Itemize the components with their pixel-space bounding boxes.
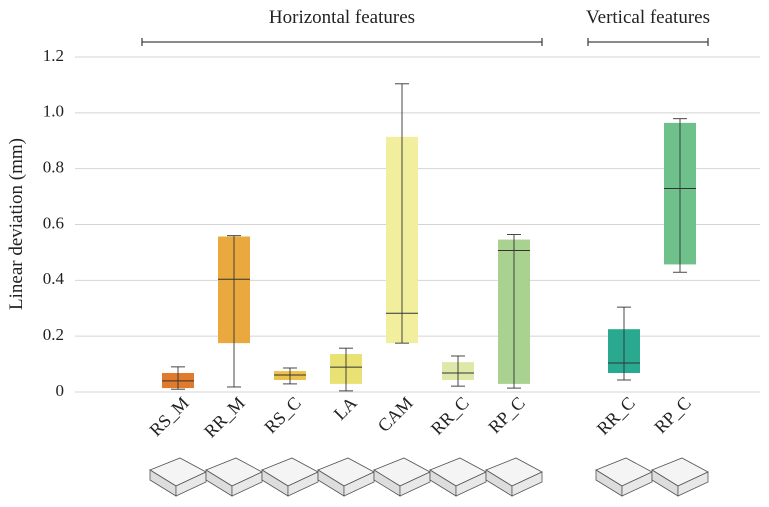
part-icon <box>261 457 319 497</box>
part-icon <box>595 457 653 497</box>
icon-shape <box>175 471 207 497</box>
x-tick-label: RR_C <box>593 393 639 439</box>
x-tick-label: CAM <box>374 393 417 436</box>
y-tick-label: 0.4 <box>43 269 65 288</box>
part-icon <box>429 457 487 497</box>
x-tick-label: RP_C <box>650 393 695 438</box>
y-axis-label: Linear deviation (mm) <box>6 138 27 310</box>
x-tick-label: RP_C <box>484 393 529 438</box>
icon-shape <box>343 471 375 497</box>
part-icon <box>205 457 263 497</box>
part-icon <box>373 457 431 497</box>
icon-shape <box>677 471 709 497</box>
x-tick-label: LA <box>330 393 361 424</box>
y-tick-label: 1.2 <box>43 46 64 65</box>
y-tick-label: 0 <box>56 381 65 400</box>
icon-shape <box>621 471 653 497</box>
part-icon <box>485 457 543 497</box>
x-tick-label: RR_M <box>200 393 249 442</box>
group-label: Horizontal features <box>269 7 415 28</box>
y-tick-label: 0.6 <box>43 213 64 232</box>
y-tick-label: 0.2 <box>43 325 64 344</box>
y-tick-label: 0.8 <box>43 158 64 177</box>
part-icon <box>317 457 375 497</box>
part-icon <box>651 457 709 497</box>
y-tick-label: 1.0 <box>43 102 64 121</box>
x-tick-label: RS_M <box>145 393 192 440</box>
icon-shape <box>455 471 487 497</box>
x-tick-label: RS_C <box>260 393 305 438</box>
icon-shape <box>231 471 263 497</box>
group-label: Vertical features <box>586 7 710 28</box>
icon-shape <box>287 471 319 497</box>
icon-shape <box>399 471 431 497</box>
x-tick-label: RR_C <box>427 393 473 439</box>
icon-shape <box>511 471 543 497</box>
part-icon <box>149 457 207 497</box>
